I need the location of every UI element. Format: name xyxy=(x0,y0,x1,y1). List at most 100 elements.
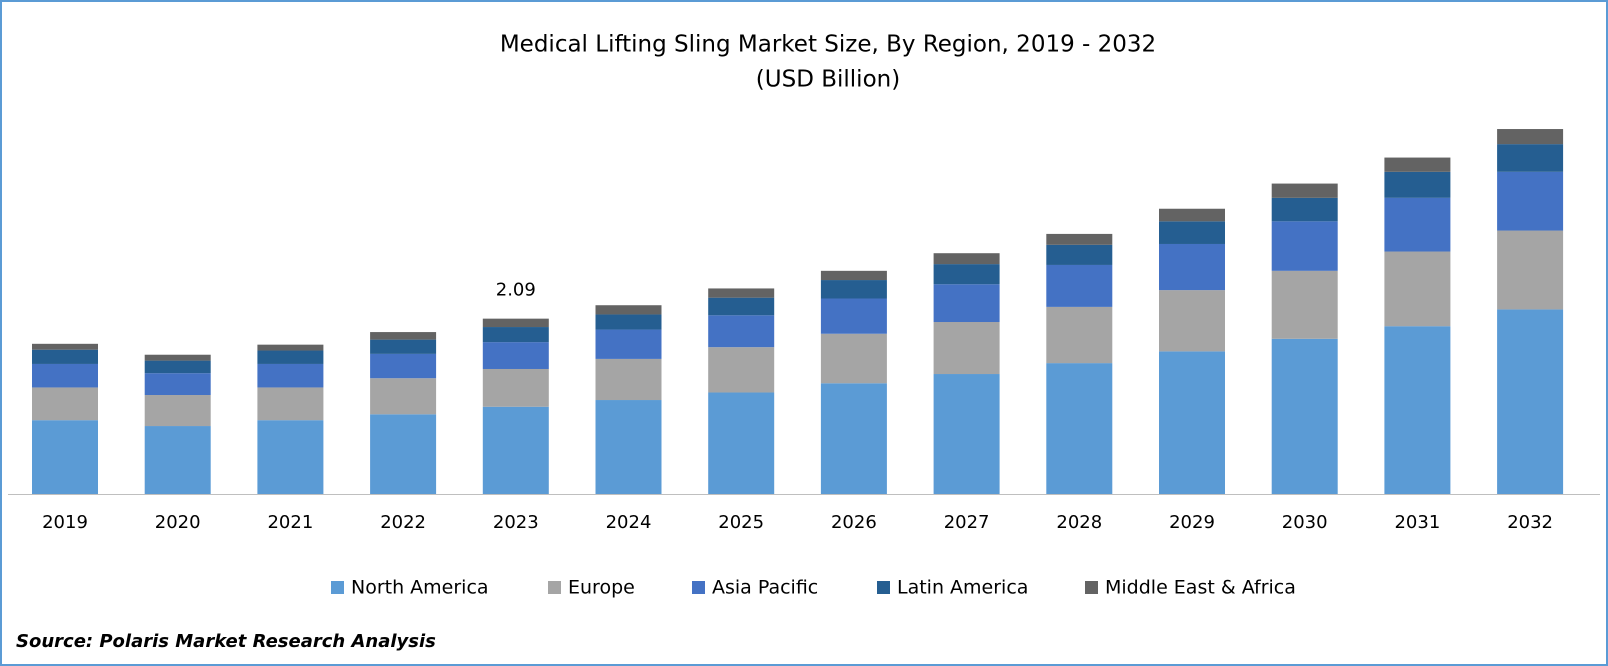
chart-title: Medical Lifting Sling Market Size, By Re… xyxy=(500,32,1156,58)
chart-subtitle: (USD Billion) xyxy=(756,67,900,93)
bar-segment xyxy=(1159,208,1225,222)
source: Source: Polaris Market Research Analysis xyxy=(16,631,436,652)
bar-segment xyxy=(933,284,1000,323)
bar-segment xyxy=(1046,233,1113,245)
legend-label: Europe xyxy=(568,577,635,599)
bar-segment xyxy=(1159,243,1225,291)
bar-segment xyxy=(595,314,662,330)
x-tick-label: 2022 xyxy=(380,512,426,533)
bar-segment xyxy=(1384,157,1451,172)
bar-segment xyxy=(257,350,324,364)
bar-segment xyxy=(1159,221,1225,244)
bar-segment xyxy=(482,318,549,328)
bar-segment xyxy=(32,363,98,388)
bar-segment xyxy=(1271,221,1338,271)
bar-segment xyxy=(820,333,887,384)
bar-segment xyxy=(1159,351,1225,494)
bar-segment xyxy=(1271,183,1338,198)
bar-segment xyxy=(144,360,211,374)
bar-segment xyxy=(1384,251,1451,327)
bar-segment xyxy=(1384,171,1451,198)
bar-segment xyxy=(933,374,1000,494)
legend-label: North America xyxy=(351,577,489,599)
bar-segment xyxy=(144,354,211,361)
bar-segment xyxy=(1497,230,1564,310)
x-tick-label: 2028 xyxy=(1056,512,1102,533)
bar-segment xyxy=(1046,306,1113,364)
bar-segment xyxy=(370,332,437,340)
x-tick-label: 2029 xyxy=(1169,512,1215,533)
bar-segment xyxy=(708,315,775,348)
bar-segment xyxy=(32,343,98,350)
bar-segment xyxy=(820,270,887,281)
bar-segment xyxy=(1271,338,1338,494)
bar-segment xyxy=(1497,144,1564,172)
bar-segment xyxy=(370,339,437,354)
bar-segment xyxy=(933,264,1000,285)
legend-label: Middle East & Africa xyxy=(1105,577,1296,599)
bar-segment xyxy=(708,288,775,298)
x-tick-label: 2030 xyxy=(1282,512,1328,533)
bar-segment xyxy=(32,349,98,364)
x-tick-label: 2026 xyxy=(831,512,877,533)
bar-segment xyxy=(370,353,437,379)
bar-segment xyxy=(1046,363,1113,494)
legend-swatch xyxy=(1085,581,1098,594)
bar-segment xyxy=(482,406,549,494)
legend-label: Asia Pacific xyxy=(712,577,818,599)
bar-segment xyxy=(595,358,662,401)
legend-swatch xyxy=(877,581,890,594)
bar-segment xyxy=(370,378,437,415)
x-tick-label: 2023 xyxy=(493,512,539,533)
bar-segment xyxy=(482,368,549,407)
bar-segment xyxy=(708,297,775,316)
bar-segment xyxy=(1384,326,1451,494)
bar-segment xyxy=(1497,129,1564,145)
legend-swatch xyxy=(548,581,561,594)
bar-segment xyxy=(257,363,324,388)
legend-swatch xyxy=(692,581,705,594)
x-tick-label: 2031 xyxy=(1394,512,1440,533)
bar-segment xyxy=(1271,270,1338,339)
bar-segment xyxy=(1497,171,1564,231)
bar-segment xyxy=(482,342,549,369)
bar-segment xyxy=(708,392,775,494)
bar-segment xyxy=(820,298,887,334)
bar-segment xyxy=(370,414,437,494)
bar-segment xyxy=(1046,264,1113,307)
bar-segment xyxy=(595,329,662,359)
bar-segment xyxy=(257,344,324,351)
bar-segment xyxy=(595,305,662,315)
data-label: 2.09 xyxy=(496,280,536,301)
bar-segment xyxy=(1384,197,1451,252)
legend-label: Latin America xyxy=(897,577,1028,599)
bar-segment xyxy=(144,394,211,427)
x-tick-label: 2021 xyxy=(267,512,313,533)
legend-swatch xyxy=(331,581,344,594)
bar-segment xyxy=(1271,197,1338,222)
bar-segment xyxy=(820,280,887,299)
bar-segment xyxy=(32,387,98,421)
bar-segment xyxy=(144,426,211,494)
bar-segment xyxy=(257,387,324,421)
bar-segment xyxy=(1159,290,1225,352)
bar-segment xyxy=(32,420,98,494)
x-tick-label: 2020 xyxy=(155,512,201,533)
x-tick-label: 2025 xyxy=(718,512,764,533)
bar-segment xyxy=(933,322,1000,375)
bar-segment xyxy=(257,420,324,494)
bar-segment xyxy=(595,400,662,494)
bar-segment xyxy=(1497,309,1564,494)
bar-segment xyxy=(1046,244,1113,265)
x-tick-label: 2024 xyxy=(606,512,652,533)
x-tick-label: 2032 xyxy=(1507,512,1553,533)
bar-segment xyxy=(708,347,775,393)
bar-segment xyxy=(820,383,887,494)
bar-segment xyxy=(933,253,1000,265)
x-tick-label: 2019 xyxy=(42,512,88,533)
x-tick-label: 2027 xyxy=(944,512,990,533)
bar-segment xyxy=(144,373,211,395)
bar-segment xyxy=(482,327,549,343)
